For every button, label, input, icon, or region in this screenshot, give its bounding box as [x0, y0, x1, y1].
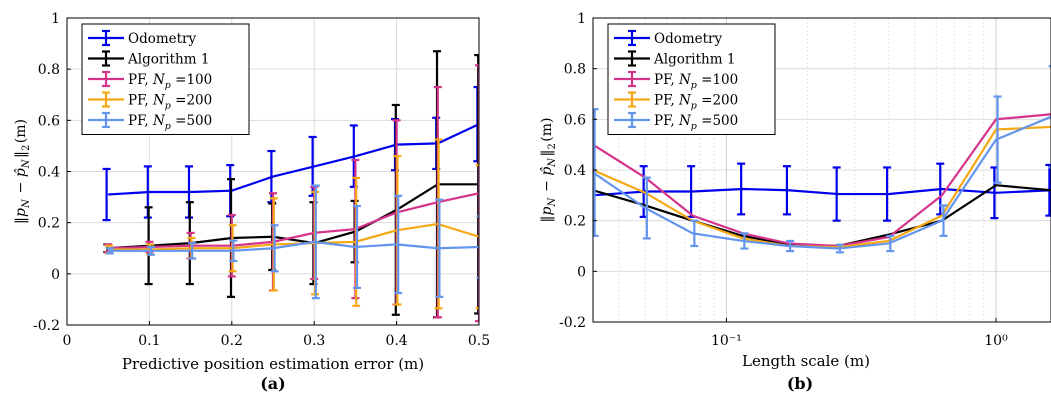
panel-b-series-0-errorbar-6	[883, 166, 892, 222]
panel-a-y-tick-label-0: -0.2	[33, 318, 60, 334]
panel-b-legend-swatch-2	[614, 70, 650, 88]
panel-a-series-4-errorbar-0	[105, 247, 114, 255]
panel-b-series-4-errorbar-4	[786, 239, 795, 253]
panel-b-legend-swatch-0	[614, 29, 650, 47]
panel-a-x-tick-label-4: 0.4	[385, 333, 407, 349]
panel-b-series-2-line	[593, 113, 1051, 248]
panel-b-series-3-line	[593, 125, 1051, 249]
legend-label-panel-a-2: PF, Np =100	[128, 72, 212, 91]
panel-b-x-tick-label-1: 10⁰	[984, 333, 1008, 349]
panel-a-x-tick-label-1: 0.1	[138, 333, 160, 349]
panel-a-legend-swatch-4	[88, 111, 124, 129]
panel-a-series-0-line	[108, 123, 479, 196]
legend-label-panel-b-3: PF, Np =200	[654, 93, 738, 112]
panel-a-series-1-line	[108, 183, 479, 250]
panel-b-series-4	[593, 65, 1051, 254]
panel-a-x-tick-label-0: 0	[63, 333, 72, 349]
panel-a-series-2-errorbar-9	[475, 64, 479, 323]
panel-a-plot-area	[102, 50, 479, 323]
legend-label-panel-a-0: Odometry	[128, 31, 197, 47]
panel-a-series-0-errorbar-0	[102, 167, 111, 222]
panel-a-series-2-line	[108, 192, 479, 250]
legend-label-panel-b-1: Algorithm 1	[653, 52, 735, 68]
panel-a-series-4	[105, 184, 479, 300]
legend-label-panel-b-4: PF, Np =500	[654, 113, 738, 132]
panel-b-series-3	[593, 125, 1051, 249]
panel-a-chart: -0.200.20.40.60.810 0.1 0.2 0.3 0.4 0.5Predic…	[13, 11, 490, 373]
panel-a-legend-swatch-0	[88, 29, 124, 47]
panel-a-series-4-errorbar-8	[435, 198, 444, 298]
panel-a-y-tick-label-1: 0	[51, 267, 60, 283]
panel-a-legend-swatch-3	[88, 91, 124, 108]
panel-b-series-4-errorbar-7	[939, 204, 948, 237]
panel-b-series-4-errorbar-5	[835, 243, 844, 254]
panel-a-y-tick-label-2: 0.2	[38, 216, 60, 232]
legend-label-panel-a-3: PF, Np =200	[128, 93, 212, 112]
panel-b-x-axis-label: Length scale (m)	[742, 352, 870, 370]
panel-b-y-tick-label-3: 0.4	[564, 163, 586, 179]
panel-b-series-4-errorbar-8	[993, 95, 1002, 184]
panel-a-series-4-errorbar-2	[188, 242, 197, 260]
panel-a-x-tick-label-3: 0.3	[303, 333, 325, 349]
panel-a-x-axis-label: Predictive position estimation error (m)	[122, 355, 424, 373]
panel-a-series-4-errorbar-6	[353, 204, 361, 290]
legend-label-panel-b-2: PF, Np =100	[654, 72, 738, 91]
panel-b-series-4-errorbar-0	[593, 108, 599, 237]
panel-b-y-axis-label: ‖pN − p̂N ‖2 (m)	[539, 118, 558, 223]
panel-b-y-tick-label-1: 0	[577, 264, 586, 280]
panel-b-y-tick-label-2: 0.2	[564, 214, 586, 230]
panel-b-plot-area	[593, 65, 1051, 254]
panel-a-series-4-errorbar-7	[394, 194, 403, 295]
panel-b-y-tick-label-5: 0.8	[564, 62, 586, 78]
panel-a-legend: Odometry Algorithm 1 PF, Np =100 PF, Np =20…	[81, 23, 250, 135]
panel-a-caption: (a)	[260, 374, 286, 393]
panel-b-legend-swatch-3	[614, 91, 650, 108]
legend-label-panel-a-1: Algorithm 1	[127, 52, 209, 68]
panel-a-y-tick-label-4: 0.6	[38, 113, 60, 129]
panel-a-legend-swatch-2	[88, 70, 124, 88]
panel-b-series-4-line	[593, 115, 1051, 250]
panel-b-legend: Odometry Algorithm 1 PF, Np =100 PF, Np =20…	[607, 23, 776, 135]
panel-b-series-4-errorbar-6	[886, 234, 895, 253]
panel-a-y-tick-label-3: 0.4	[38, 165, 60, 181]
panel-a-series-4-line	[108, 240, 479, 252]
panel-b-legend-swatch-1	[614, 50, 650, 67]
panel-b-series-4-errorbar-3	[740, 232, 749, 250]
panel-a-x-tick-label-5: 0.5	[468, 333, 490, 349]
panel-b-y-tick-label-0: -0.2	[559, 315, 586, 331]
panel-a-y-tick-label-6: 1	[51, 11, 60, 27]
panel-a-series-3	[105, 138, 479, 310]
legend-label-panel-b-0: Odometry	[654, 31, 723, 47]
panel-b-y-tick-label-4: 0.6	[564, 112, 586, 128]
panel-b-caption: (b)	[786, 374, 814, 393]
panel-b-legend-swatch-4	[614, 111, 650, 129]
panel-a-y-tick-label-5: 0.8	[38, 62, 60, 78]
panel-a-series-4-errorbar-4	[270, 224, 279, 273]
panel-b-series-0-errorbar-5	[832, 166, 841, 222]
panel-b-series-4-errorbar-9	[1048, 65, 1051, 169]
panel-a-series-4-errorbar-1	[147, 245, 155, 256]
panel-b-chart: -0.2 0 0.2 0.4 0.6 0.8 1 10⁻¹ 10⁰ Length scale (m…	[539, 11, 1051, 370]
panel-b-series-0-errorbar-3	[737, 162, 746, 216]
panel-a-x-tick-label-2: 0.2	[221, 333, 243, 349]
panel-b-series-0	[593, 162, 1051, 222]
panel-a-series-4-errorbar-5	[311, 184, 320, 300]
panel-a-legend-swatch-1	[88, 50, 124, 67]
panel-b-x-tick-label-0: 10⁻¹	[711, 333, 742, 349]
panel-b-series-0-errorbar-4	[782, 165, 791, 216]
panel-a-series-3-line	[108, 222, 479, 251]
legend-label-panel-a-4: PF, Np =500	[128, 113, 212, 132]
panel-a-series-4-errorbar-3	[229, 239, 238, 263]
panel-b-series-2	[593, 113, 1051, 248]
panel-a-y-axis-label: ‖pN − p̂N ‖2 (m)	[13, 119, 32, 224]
panel-b-series-4-errorbar-2	[690, 219, 699, 248]
panel-a-series-3-errorbar-9	[475, 164, 479, 310]
panel-a-series-4-errorbar-9	[476, 215, 479, 279]
panel-b-series-0-line	[593, 187, 1051, 197]
panel-b-series-4-errorbar-1	[642, 176, 651, 240]
panel-b-y-tick-label-6: 1	[577, 11, 586, 27]
